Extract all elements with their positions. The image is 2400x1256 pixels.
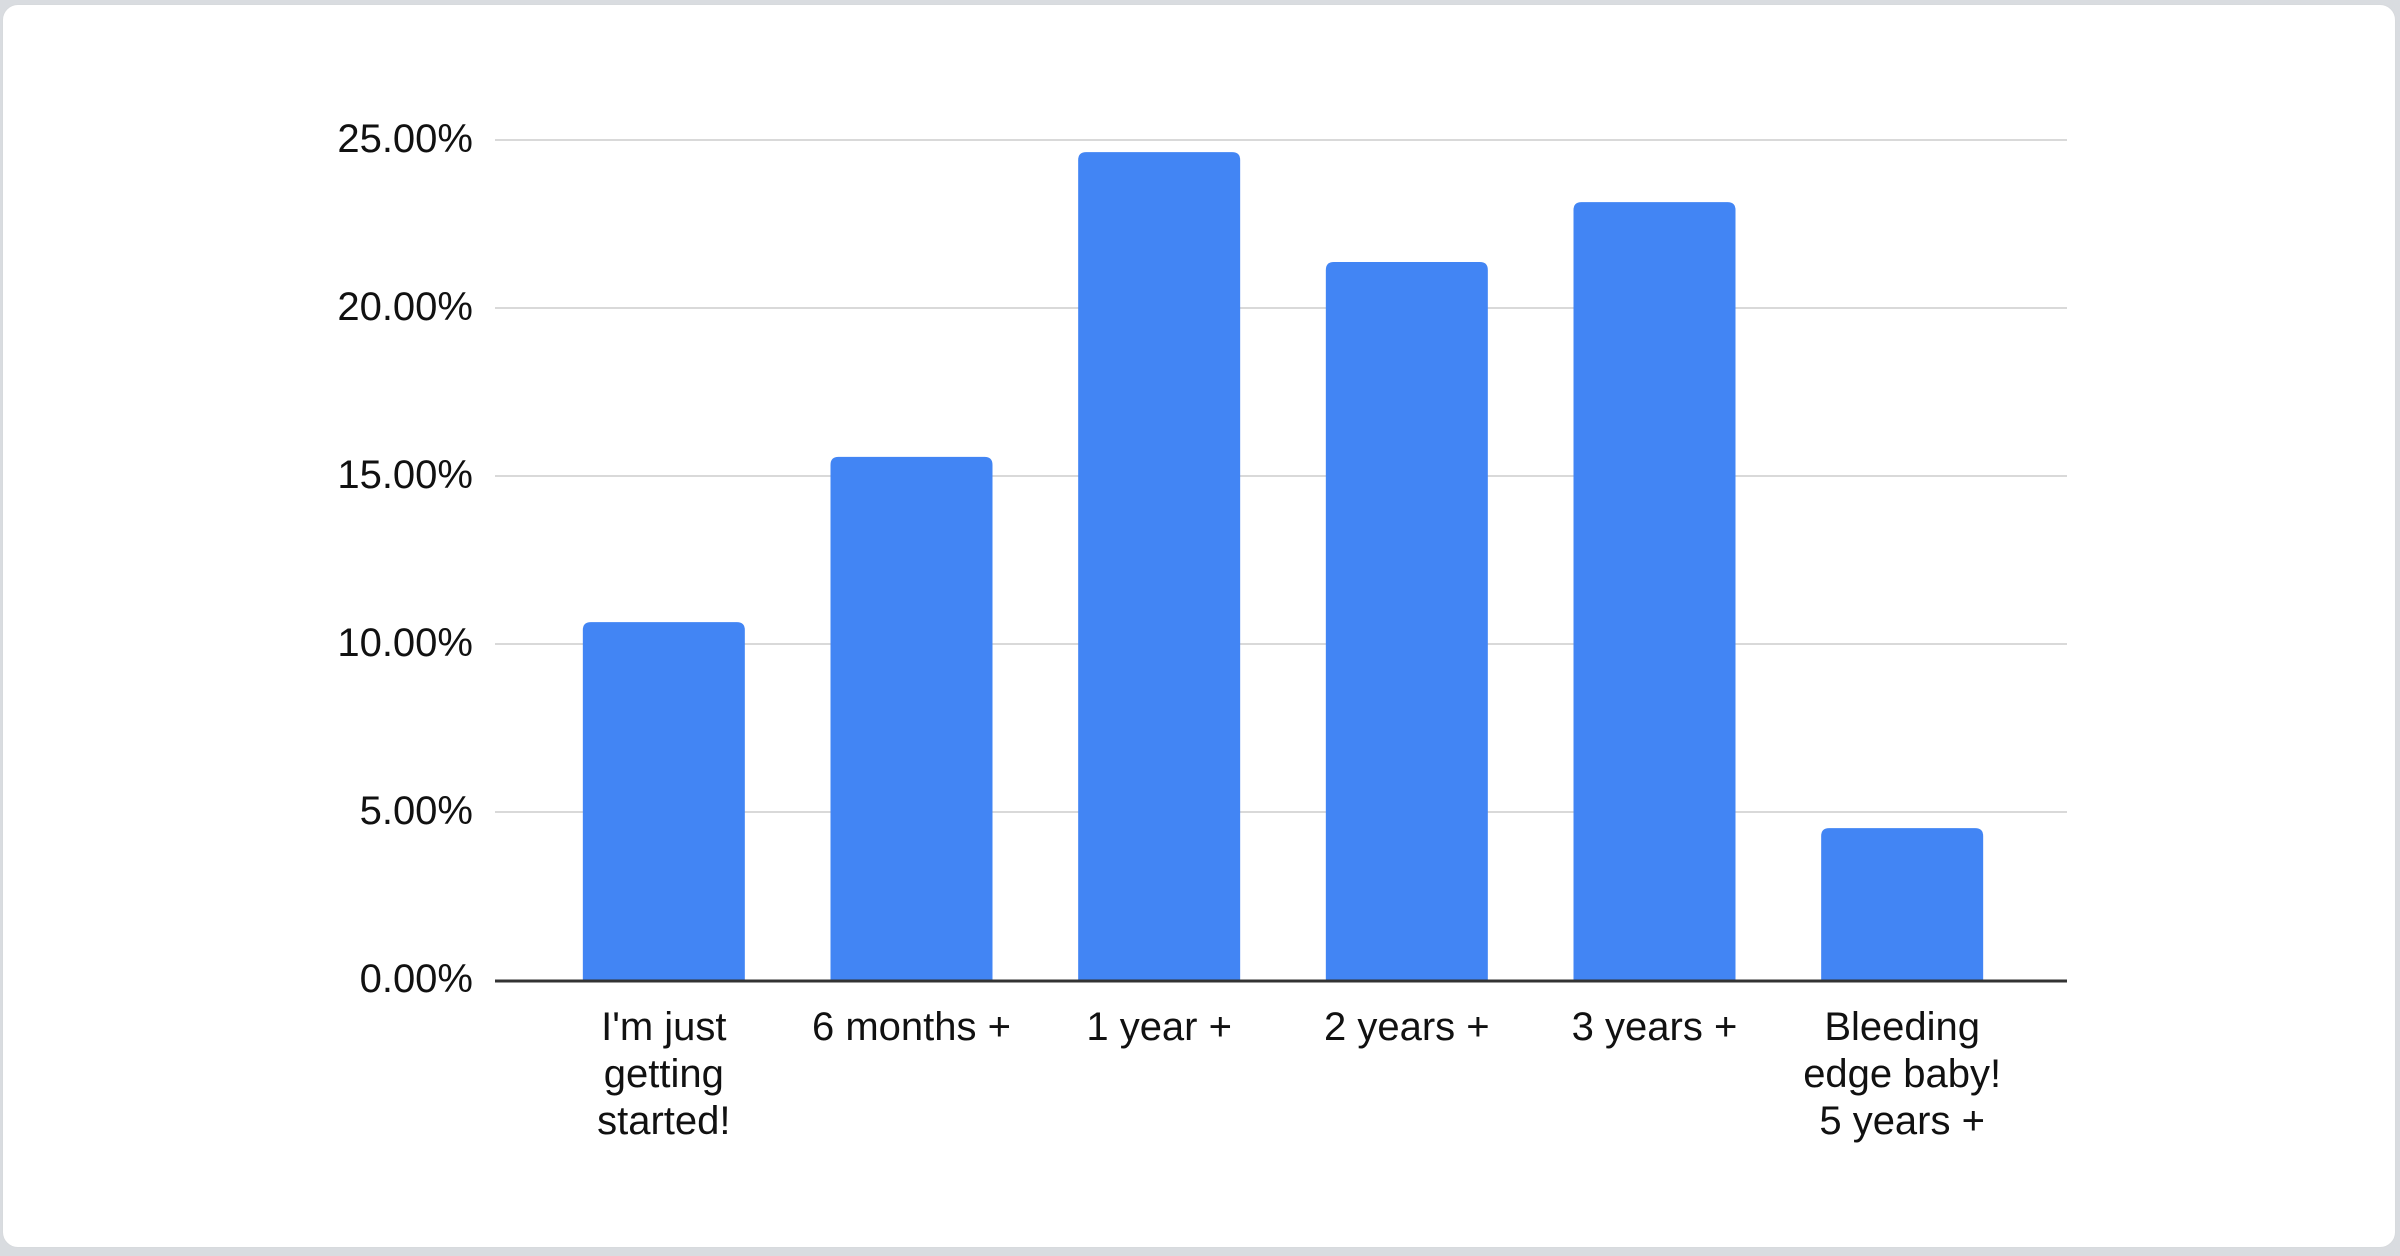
y-tick-label: 20.00%: [337, 285, 473, 329]
bars-group: [582, 152, 1984, 980]
bar-1-year[interactable]: [1078, 152, 1241, 980]
x-category-label: 6 months +: [812, 1005, 1011, 1049]
y-tick-label: 10.00%: [337, 621, 473, 665]
y-tick-label: 0.00%: [360, 957, 473, 1001]
bar-3-years[interactable]: [1573, 202, 1736, 980]
x-category-label: 2 years +: [1324, 1005, 1490, 1049]
y-tick-label: 25.00%: [337, 117, 473, 161]
gridlines-group: [495, 139, 2067, 813]
bar-6-months[interactable]: [830, 456, 993, 980]
y-tick-label: 5.00%: [360, 789, 473, 833]
x-category-label: edge baby!: [1803, 1052, 2001, 1096]
y-tick-label: 15.00%: [337, 453, 473, 497]
bar-i-m-just-getting-started[interactable]: [582, 622, 745, 980]
x-category-label: 3 years +: [1572, 1005, 1738, 1049]
bar-2-years[interactable]: [1325, 261, 1488, 980]
x-category-label: 5 years +: [1819, 1099, 1985, 1143]
x-category-label: getting: [604, 1052, 724, 1096]
y-axis-labels-group: 0.00% 5.00% 10.00% 15.00% 20.00% 25.00%: [337, 117, 473, 1001]
x-category-label: I'm just: [601, 1005, 726, 1049]
bar-bleeding-edge-baby-5-years[interactable]: [1821, 828, 1984, 980]
x-category-label: 1 year +: [1086, 1005, 1232, 1049]
x-category-label: started!: [597, 1099, 730, 1143]
x-category-label: Bleeding: [1824, 1005, 1980, 1049]
